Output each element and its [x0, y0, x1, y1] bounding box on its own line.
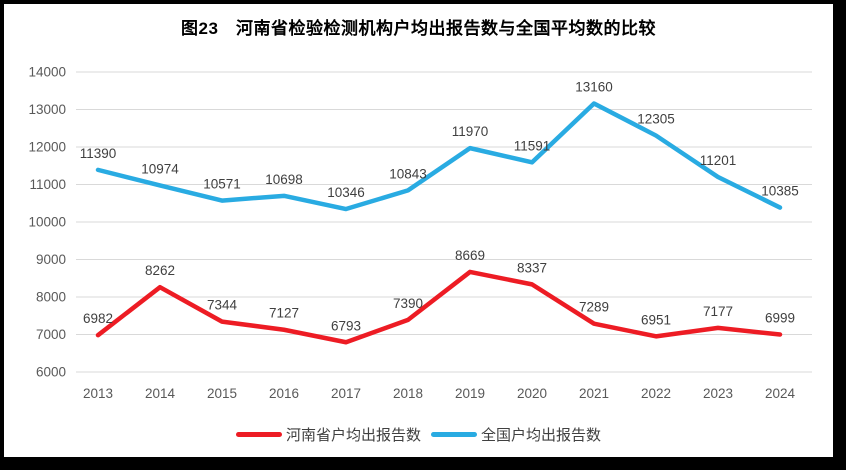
henan-line-swatch-icon — [235, 432, 282, 437]
data-label: 10385 — [761, 184, 799, 199]
x-axis-tick-label: 2020 — [517, 386, 547, 401]
data-label: 11591 — [514, 138, 551, 153]
x-axis-tick-label: 2022 — [641, 386, 671, 401]
x-axis-tick-label: 2015 — [207, 386, 237, 401]
data-label: 8262 — [145, 263, 175, 278]
data-label: 6793 — [331, 318, 361, 333]
data-label: 13160 — [575, 80, 613, 95]
data-label: 11390 — [80, 146, 117, 161]
y-axis-tick-label: 12000 — [28, 140, 66, 155]
x-axis-tick-label: 2014 — [145, 386, 176, 401]
data-label: 8669 — [455, 248, 485, 263]
x-axis-tick-label: 2013 — [83, 386, 113, 401]
y-axis-tick-label: 10000 — [28, 215, 66, 230]
x-axis-tick-label: 2024 — [765, 386, 796, 401]
series-line — [95, 269, 783, 345]
x-axis-tick-label: 2023 — [703, 386, 733, 401]
y-axis-tick-label: 6000 — [36, 365, 66, 380]
data-label: 12305 — [637, 112, 675, 127]
data-label: 10698 — [265, 172, 303, 187]
data-label: 10346 — [327, 185, 365, 200]
data-label: 7177 — [703, 304, 733, 319]
y-axis-tick-label: 14000 — [28, 65, 66, 80]
data-label: 7390 — [393, 296, 423, 311]
y-axis-tick-label: 11000 — [29, 177, 66, 192]
legend-item-henan: 河南省户均出报告数 — [235, 424, 421, 445]
national-line-swatch-icon — [431, 432, 477, 437]
data-label: 6999 — [765, 311, 795, 326]
data-label: 7127 — [269, 306, 299, 321]
data-label: 7344 — [207, 298, 238, 313]
x-axis-tick-label: 2018 — [393, 386, 423, 401]
data-label: 6951 — [641, 312, 671, 327]
data-label: 10974 — [141, 161, 179, 176]
data-label: 10571 — [203, 177, 241, 192]
data-label: 7289 — [579, 300, 609, 315]
y-axis-tick-label: 7000 — [36, 327, 66, 342]
series-line — [95, 101, 783, 212]
x-axis-tick-label: 2019 — [455, 386, 485, 401]
data-label: 10843 — [389, 166, 427, 181]
y-axis-tick-label: 8000 — [36, 290, 66, 305]
y-axis-tick-label: 9000 — [36, 252, 66, 267]
data-label: 6982 — [83, 311, 113, 326]
legend-item-national: 全国户均出报告数 — [431, 424, 601, 445]
chart-svg: 6000 7000 8000 9000 10000 11000 12000 13000 1400… — [28, 65, 812, 401]
data-label: 11970 — [452, 124, 489, 139]
data-label: 11201 — [700, 153, 737, 168]
x-axis-tick-label: 2017 — [331, 386, 361, 401]
y-axis-tick-label: 13000 — [28, 102, 66, 117]
legend-label-henan: 河南省户均出报告数 — [285, 427, 421, 444]
legend-label-national: 全国户均出报告数 — [481, 427, 602, 444]
chart-title: 图23 河南省检验检测机构户均出报告数与全国平均数的比较 — [181, 19, 656, 38]
x-axis-tick-label: 2021 — [579, 386, 609, 401]
data-label: 8337 — [517, 260, 547, 275]
x-axis-tick-label: 2016 — [269, 386, 299, 401]
chart-legend: 河南省户均出报告数 全国户均出报告数 — [4, 424, 833, 445]
